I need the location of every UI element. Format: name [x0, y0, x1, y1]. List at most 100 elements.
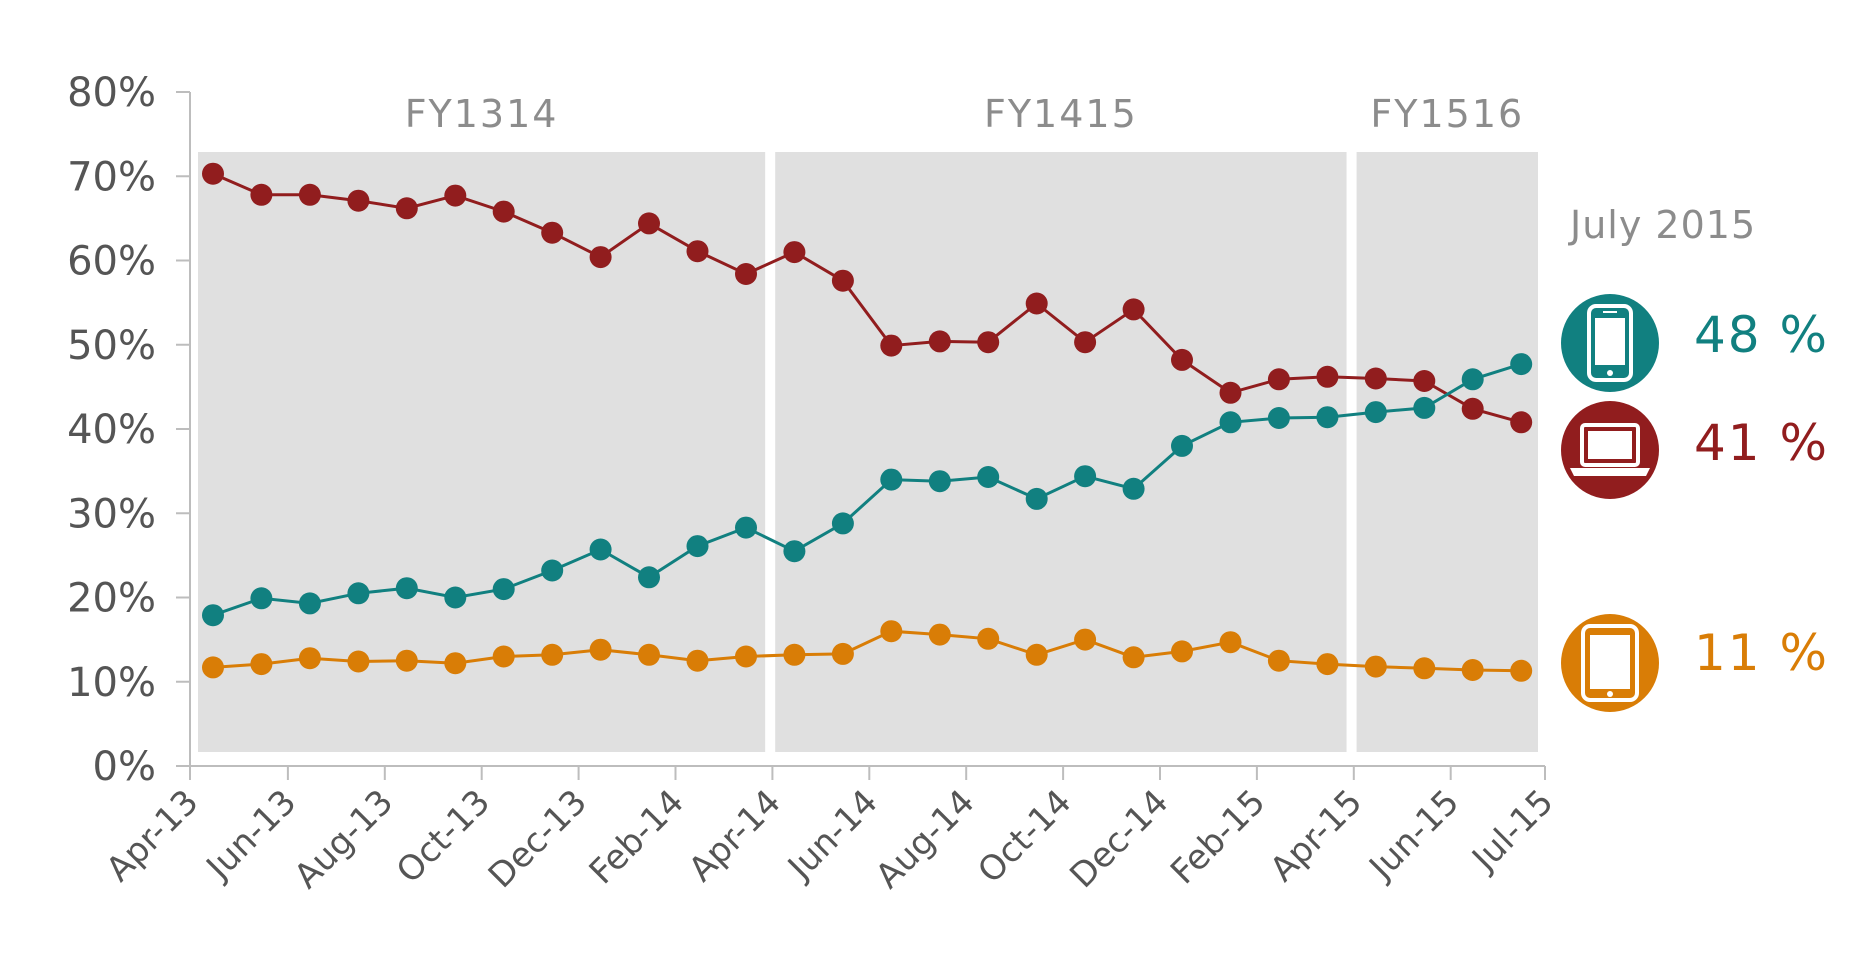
data-point-mobile — [1413, 396, 1436, 419]
fiscal-year-labels: FY1314 FY1415 FY1516 — [405, 92, 1524, 136]
fiscal-year-label: FY1516 — [1370, 92, 1524, 136]
data-point-desktop — [395, 197, 418, 220]
data-point-tablet — [1364, 655, 1387, 678]
y-tick-label: 60% — [67, 239, 156, 285]
x-tick-label: Aug-14 — [868, 782, 982, 896]
data-point-mobile — [880, 468, 903, 491]
data-point-desktop — [1171, 348, 1193, 371]
data-point-mobile — [298, 592, 321, 615]
y-tick-label: 10% — [67, 660, 156, 706]
data-point-tablet — [1074, 628, 1097, 651]
data-point-tablet — [1316, 653, 1339, 676]
data-point-mobile — [1171, 434, 1193, 457]
legend-mobile-value: 48 % — [1694, 306, 1829, 364]
data-point-desktop — [1025, 292, 1048, 315]
series-line-tablet — [212, 629, 1522, 673]
data-point-desktop — [1364, 367, 1387, 390]
data-point-tablet — [1171, 640, 1193, 663]
fiscal-year-label: FY1415 — [984, 92, 1138, 136]
data-point-tablet — [492, 645, 515, 668]
data-point-tablet — [831, 642, 854, 665]
x-tick-label: Aug-13 — [287, 782, 401, 896]
y-tick-label: 50% — [67, 323, 156, 369]
data-point-tablet — [202, 656, 224, 679]
data-point-mobile — [250, 587, 273, 610]
legend: July 2015 48 % 41 % — [1561, 203, 1829, 712]
data-point-tablet — [395, 649, 418, 672]
y-tick-label: 40% — [67, 407, 156, 453]
data-point-desktop — [880, 334, 903, 357]
data-point-tablet — [250, 653, 273, 676]
data-point-mobile — [831, 512, 854, 535]
x-tick-label: Apr-13 — [99, 782, 207, 890]
data-point-desktop — [1219, 381, 1242, 404]
x-axis-ticks: Apr-13Jun-13Aug-13Oct-13Dec-13Feb-14Apr-… — [99, 766, 1561, 897]
data-point-tablet — [928, 623, 951, 646]
data-point-mobile — [928, 470, 951, 493]
data-point-mobile — [541, 559, 564, 582]
data-point-desktop — [589, 246, 612, 269]
data-point-tablet — [1122, 646, 1145, 669]
y-tick-label: 20% — [67, 576, 156, 622]
series-tablet — [202, 620, 1533, 682]
data-point-desktop — [298, 183, 321, 206]
data-point-mobile — [638, 566, 660, 589]
data-point-mobile — [492, 578, 515, 601]
data-point-tablet — [298, 647, 321, 670]
x-tick-label: Jun-14 — [779, 782, 886, 889]
x-tick-label: Apr-14 — [681, 782, 789, 890]
data-point-mobile — [735, 516, 757, 539]
data-point-mobile — [1461, 368, 1484, 391]
x-tick-label: Feb-15 — [1163, 782, 1273, 892]
data-point-desktop — [1267, 368, 1290, 391]
data-point-desktop — [928, 330, 951, 353]
data-point-tablet — [1461, 659, 1484, 681]
data-point-desktop — [831, 269, 854, 292]
data-point-mobile — [1510, 353, 1533, 376]
series-line-mobile — [212, 362, 1522, 617]
series-desktop — [202, 162, 1533, 434]
x-tick-label: Feb-14 — [582, 782, 692, 892]
tablet-icon — [1581, 624, 1639, 702]
data-point-desktop — [492, 200, 515, 223]
x-tick-label: Oct-14 — [970, 782, 1079, 891]
fiscal-year-band — [775, 152, 1347, 752]
x-tick-label: Dec-14 — [1062, 782, 1176, 896]
legend-item-desktop: 41 % — [1561, 401, 1829, 499]
data-point-tablet — [541, 643, 564, 666]
x-tick-label: Dec-13 — [481, 782, 595, 896]
data-point-tablet — [1267, 649, 1290, 672]
data-point-tablet — [1025, 643, 1048, 666]
data-point-desktop — [1510, 411, 1533, 434]
fiscal-year-label: FY1314 — [405, 92, 559, 136]
data-point-mobile — [395, 577, 418, 600]
data-point-desktop — [638, 212, 660, 235]
data-point-desktop — [1316, 365, 1339, 388]
data-point-desktop — [1074, 331, 1097, 354]
legend-date: July 2015 — [1568, 203, 1756, 247]
data-point-tablet — [880, 620, 903, 643]
data-point-desktop — [783, 241, 806, 264]
data-point-tablet — [1413, 657, 1436, 680]
data-point-mobile — [1316, 406, 1339, 429]
legend-desktop-value: 41 % — [1694, 414, 1829, 472]
data-point-mobile — [1364, 401, 1387, 424]
data-point-tablet — [347, 650, 370, 673]
data-point-desktop — [250, 183, 273, 206]
data-point-tablet — [686, 649, 709, 672]
data-point-desktop — [1122, 298, 1145, 321]
smartphone-icon — [1587, 304, 1633, 382]
fiscal-year-band — [198, 152, 766, 752]
data-point-mobile — [783, 540, 806, 563]
data-point-mobile — [347, 582, 370, 605]
data-point-mobile — [444, 586, 467, 609]
x-tick-label: Jun-13 — [198, 782, 305, 889]
y-tick-label: 80% — [67, 70, 156, 116]
data-point-tablet — [444, 652, 467, 675]
x-tick-label: Apr-15 — [1263, 782, 1371, 890]
data-point-tablet — [735, 645, 757, 668]
y-tick-label: 0% — [93, 744, 156, 790]
data-point-mobile — [202, 604, 224, 627]
data-point-desktop — [541, 221, 564, 244]
